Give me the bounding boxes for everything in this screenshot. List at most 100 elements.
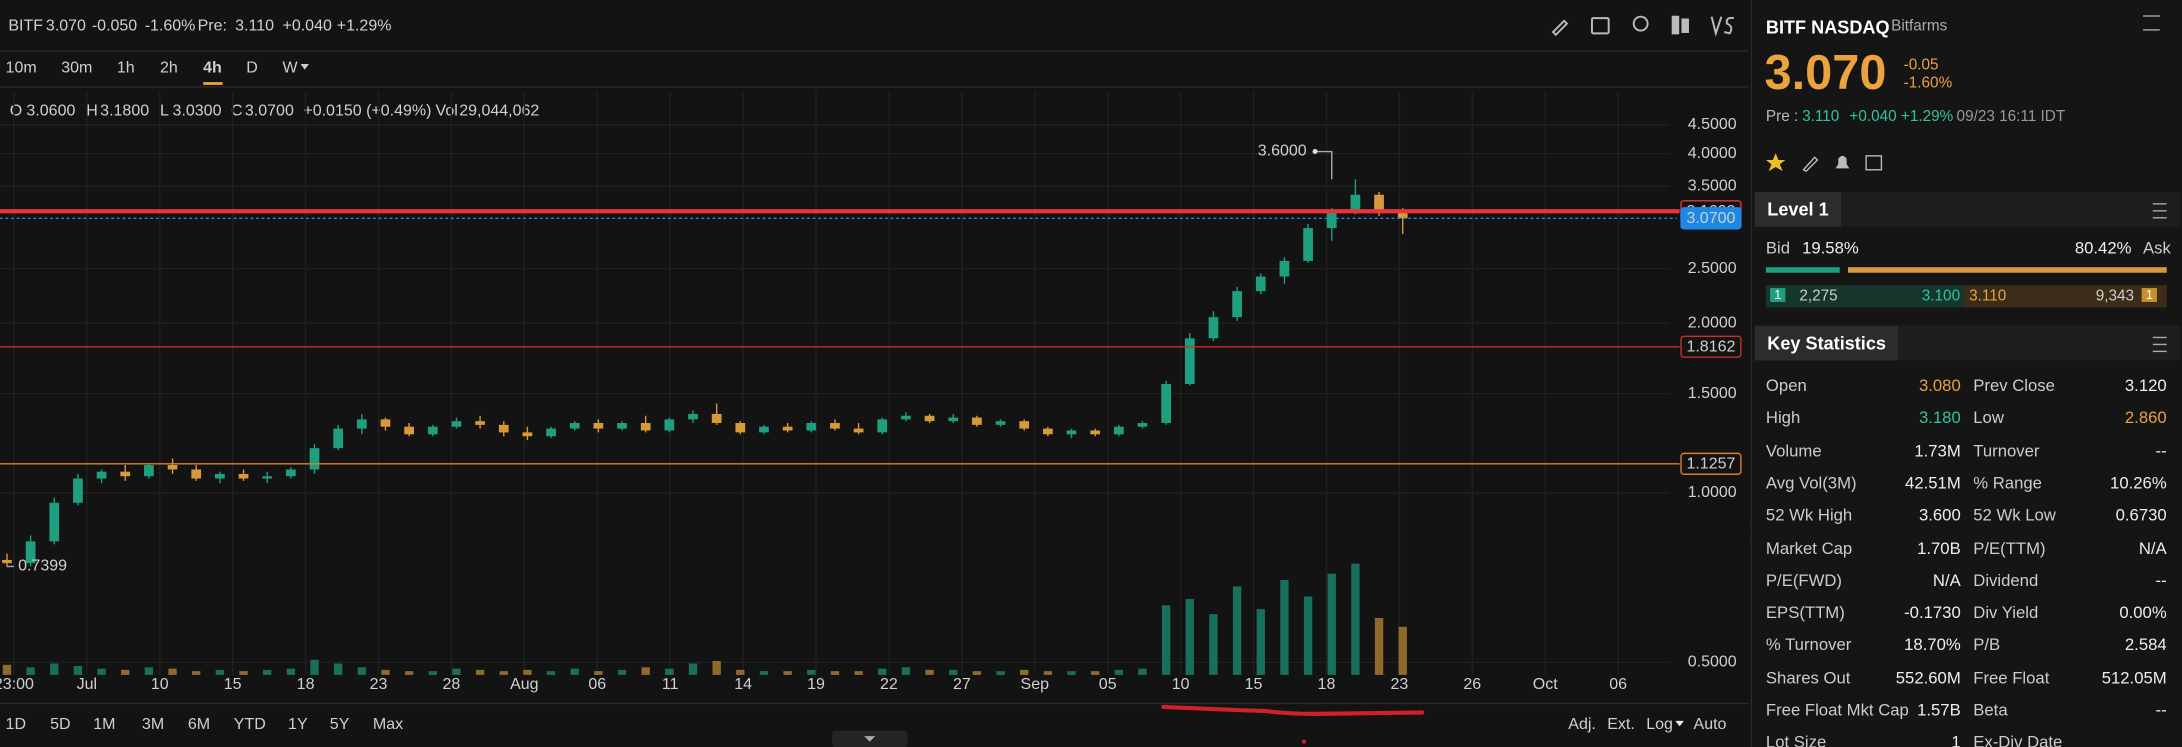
volume-bar	[50, 663, 59, 675]
chart-option[interactable]: Adj.	[1568, 716, 1596, 733]
candle-body	[96, 471, 107, 479]
x-tick-label: 06	[588, 676, 606, 693]
volume-bar	[263, 669, 272, 675]
volume-bar	[1043, 671, 1053, 675]
range-button[interactable]: 1D	[6, 716, 26, 733]
ask-price: 3.110	[1969, 288, 2007, 305]
candle-body	[1279, 260, 1290, 277]
interval[interactable]: 2h	[160, 59, 178, 76]
range-button[interactable]: 6M	[188, 716, 210, 733]
indicator-icon[interactable]	[1590, 17, 1610, 35]
x-tick-label: 15	[1245, 676, 1263, 693]
volume-bar	[97, 668, 106, 675]
stat-value: 552.60M	[1895, 667, 1961, 688]
y-tick-label: 2.0000	[1688, 314, 1737, 331]
stat-label: Free Float Mkt Cap	[1765, 699, 1909, 720]
volume-bar	[830, 671, 840, 675]
volume-bar	[239, 671, 248, 675]
volume-bar	[523, 669, 532, 675]
ask-row	[1963, 285, 2167, 308]
settings-icon[interactable]	[2143, 15, 2160, 31]
volume-bar	[1185, 599, 1194, 675]
interval[interactable]: W	[282, 59, 298, 76]
ohlc-h-label: H	[86, 103, 98, 120]
interval[interactable]: D	[246, 59, 258, 76]
candle-body	[995, 421, 1006, 425]
volume-bar	[712, 661, 721, 675]
vs-icon[interactable]	[1710, 16, 1735, 37]
x-tick-label: 15	[224, 676, 242, 693]
chart-option[interactable]: Auto	[1694, 716, 1727, 733]
candle-body	[427, 426, 438, 435]
stat-label: 52 Wk High	[1765, 505, 1853, 525]
range-button[interactable]: YTD	[234, 716, 266, 733]
stat-value: --	[2155, 440, 2167, 461]
menu-icon[interactable]	[2152, 203, 2167, 219]
range-button[interactable]: 3M	[142, 716, 164, 733]
candle-body	[877, 419, 888, 433]
annotation-dot	[1301, 739, 1306, 744]
x-tick-label: 05	[1099, 676, 1117, 693]
chart-option[interactable]: Ext.	[1607, 716, 1635, 733]
bid-pct: 19.58%	[1802, 237, 1859, 258]
stat-row: Volume 1.73M Turnover --	[1766, 435, 2167, 467]
volume-bar	[357, 667, 366, 675]
candle-body	[25, 541, 36, 564]
stat-value: 1	[1951, 732, 1961, 747]
range-button[interactable]: 1Y	[288, 716, 308, 733]
key-stats-title: Key Statistics	[1754, 325, 1899, 361]
toolbar-icons[interactable]	[1551, 15, 1735, 37]
candle-icon[interactable]	[1681, 18, 1689, 33]
candle-body	[144, 465, 154, 477]
volume-bar	[1398, 626, 1407, 675]
stat-label: Div Yield	[1973, 602, 2039, 623]
dropdown-arrow	[300, 64, 309, 70]
stat-value: N/A	[1932, 570, 1961, 590]
volume-bar	[1020, 669, 1029, 675]
menu-icon[interactable]	[2152, 336, 2167, 353]
range-button[interactable]: Max	[373, 716, 403, 733]
stat-label: EPS(TTM)	[1765, 602, 1845, 623]
idea-icon[interactable]	[1632, 15, 1649, 32]
edit-icon[interactable]	[1802, 156, 1819, 173]
key-stats-table: Open 3.080 Prev Close 3.120 High 3.180 Low 2.86…	[1752, 370, 2182, 747]
volume-bar	[475, 669, 485, 675]
candle-body	[711, 413, 722, 424]
candle-body	[309, 448, 320, 470]
volume-bar	[1090, 671, 1100, 675]
stat-value: 1.70B	[1917, 537, 1961, 558]
stat-label: Avg Vol(3M)	[1765, 472, 1857, 493]
stat-row: P/E(FWD) N/A Dividend --	[1766, 565, 2167, 597]
bid-ratio	[1765, 267, 1841, 273]
volume-bar	[428, 671, 437, 675]
calendar-icon[interactable]	[1865, 155, 1883, 171]
interval[interactable]: 10m	[6, 59, 37, 76]
candle-body	[238, 473, 249, 479]
stat-label: Market Cap	[1765, 537, 1853, 558]
drawer-arrow[interactable]	[864, 736, 876, 742]
star-icon[interactable]	[1765, 153, 1786, 172]
chart-option[interactable]: Log	[1646, 716, 1673, 733]
range-button[interactable]: 5Y	[330, 716, 350, 733]
bid-label: Bid	[1765, 237, 1791, 258]
interval[interactable]: 30m	[61, 59, 92, 76]
range-button[interactable]: 5D	[50, 716, 70, 733]
interval[interactable]: 4h	[203, 59, 222, 76]
volume-bar	[1209, 614, 1218, 675]
quote-change-pct: -1.60%	[1903, 75, 1953, 92]
candle-body	[1161, 383, 1172, 424]
stat-label: Open	[1765, 375, 1807, 396]
volume-bar	[404, 671, 414, 675]
y-tick-label: 2.5000	[1688, 260, 1737, 277]
quote-change: -0.05	[1903, 57, 1939, 74]
interval[interactable]: 1h	[117, 59, 135, 76]
candle-icon[interactable]	[1671, 15, 1680, 35]
stat-row: High 3.180 Low 2.860	[1766, 403, 2167, 435]
range-button[interactable]: 1M	[93, 716, 115, 733]
annotation-dot	[1312, 149, 1318, 155]
volume-bar	[996, 671, 1005, 675]
alert-icon[interactable]	[1835, 155, 1850, 169]
stat-row: EPS(TTM) -0.1730 Div Yield 0.00%	[1766, 597, 2167, 629]
pencil-icon[interactable]	[1551, 19, 1569, 37]
stat-value: 1.57B	[1917, 699, 1961, 720]
